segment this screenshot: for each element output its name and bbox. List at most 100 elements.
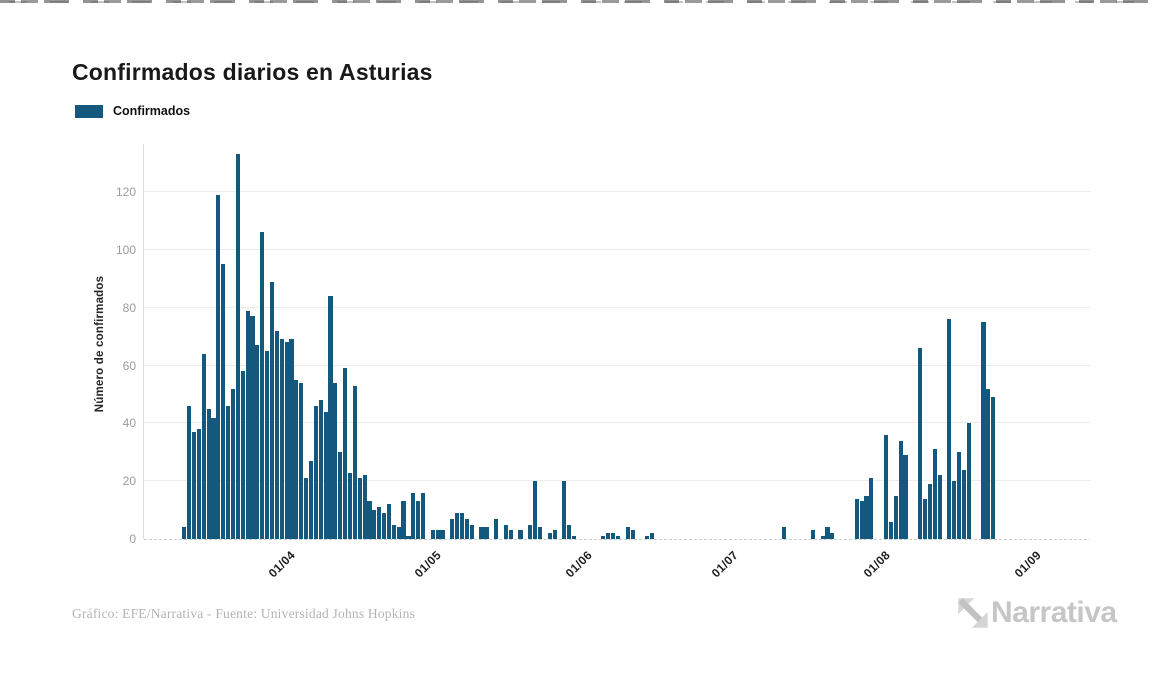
legend-swatch [75,104,103,118]
footer-credit: Gráfico: EFE/Narrativa - Fuente: Univers… [72,606,416,621]
bar-day-72 [533,481,538,539]
bar-day-39 [372,510,377,539]
bar-day-30 [328,296,333,539]
bar-day-158 [952,481,957,539]
bar-day-139 [859,501,864,539]
y-tick-label-120: 120 [115,185,136,199]
bar-day-8 [221,264,226,539]
bar-day-165 [986,388,991,539]
y-tick-label-0: 0 [129,532,136,546]
bar-day-1 [187,405,192,539]
bar-day-138 [854,498,859,539]
bar-day-36 [357,478,362,539]
bar-day-13 [245,310,250,539]
bar-day-144 [883,434,889,539]
gridline-y-100 [144,248,1090,250]
bar-day-25 [304,478,309,539]
bar-day-91 [625,527,630,539]
bar-day-57 [459,512,465,539]
bar-day-141 [869,478,874,539]
bar-day-29 [323,411,328,539]
bar-day-157 [947,319,952,539]
bar-day-18 [269,281,275,539]
bar-day-40 [377,507,382,539]
bar-day-79 [567,524,572,539]
bar-day-154 [932,449,937,539]
bar-day-4 [201,353,206,539]
bar-day-59 [469,524,474,539]
bar-day-159 [957,452,962,539]
x-tick-label-01-07: 01/07 [709,548,742,581]
narrativa-logo-text: Narrativa [991,596,1117,629]
narrativa-logo-icon [958,598,988,628]
gridline-y-80 [144,306,1090,308]
bar-day-0 [182,527,187,539]
gridline-y-20 [144,480,1090,482]
bar-day-5 [206,408,211,539]
bar-day-43 [391,524,396,539]
bar-day-88 [611,533,616,539]
bar-day-33 [343,368,348,539]
bar-day-17 [265,351,270,539]
bar-day-15 [255,345,260,539]
bar-day-21 [284,342,289,539]
bar-day-46 [406,536,411,539]
bar-day-31 [333,382,338,539]
bar-day-129 [810,530,815,539]
y-tick-label-20: 20 [122,474,136,489]
gridline-y-60 [144,364,1090,366]
x-tick-label-01-05: 01/05 [411,548,445,581]
bar-day-45 [401,501,406,539]
bar-day-44 [396,527,401,539]
bar-day-51 [430,530,435,539]
bar-day-10 [230,388,236,539]
bar-day-161 [966,423,971,539]
bar-day-80 [572,536,577,539]
bar-day-69 [518,530,523,539]
bar-day-42 [386,504,392,539]
bar-day-52 [435,530,440,539]
plot-area: 0 20 40 60 80 100 120 01/04 01/05 01/06 01/07 01/08… [116,144,1090,580]
bar-day-24 [299,382,304,539]
y-tick-label-80: 80 [122,300,136,315]
bar-day-34 [347,472,353,539]
bar-day-32 [338,452,343,539]
bar-day-16 [260,232,265,539]
bar-day-14 [250,316,255,539]
bar-day-131 [820,536,825,539]
bar-day-151 [918,348,923,539]
bar-day-62 [484,527,489,539]
bar-day-164 [981,322,986,539]
bar-day-123 [781,527,786,539]
bar-day-2 [191,432,197,539]
bar-day-89 [615,536,621,539]
bar-day-12 [240,371,245,539]
bar-day-160 [961,469,967,539]
y-tick-label-100: 100 [115,242,136,257]
bar-day-7 [216,194,221,539]
bar-day-38 [367,501,372,539]
bar-day-153 [927,484,932,539]
bar-day-23 [294,379,299,539]
bar-day-140 [864,495,869,539]
bar-day-166 [991,397,996,539]
bar-day-92 [630,530,635,539]
bar-day-35 [352,385,357,539]
bar-day-148 [903,455,908,539]
bar-day-64 [494,518,499,539]
bar-day-9 [226,405,231,539]
bar-day-96 [650,533,655,539]
bar-day-41 [381,512,387,539]
bar-day-27 [313,405,318,539]
bar-day-26 [308,460,314,539]
bar-day-145 [888,521,893,539]
bar-day-56 [455,512,460,539]
bar-day-73 [537,527,543,539]
bar-day-66 [503,524,508,539]
x-tick-label-01-08: 01/08 [860,548,893,581]
y-axis-line [143,144,144,539]
bar-day-19 [274,330,279,539]
bar-day-55 [450,518,455,539]
bar-day-49 [420,492,426,539]
torn-paper-edge [0,0,1157,3]
